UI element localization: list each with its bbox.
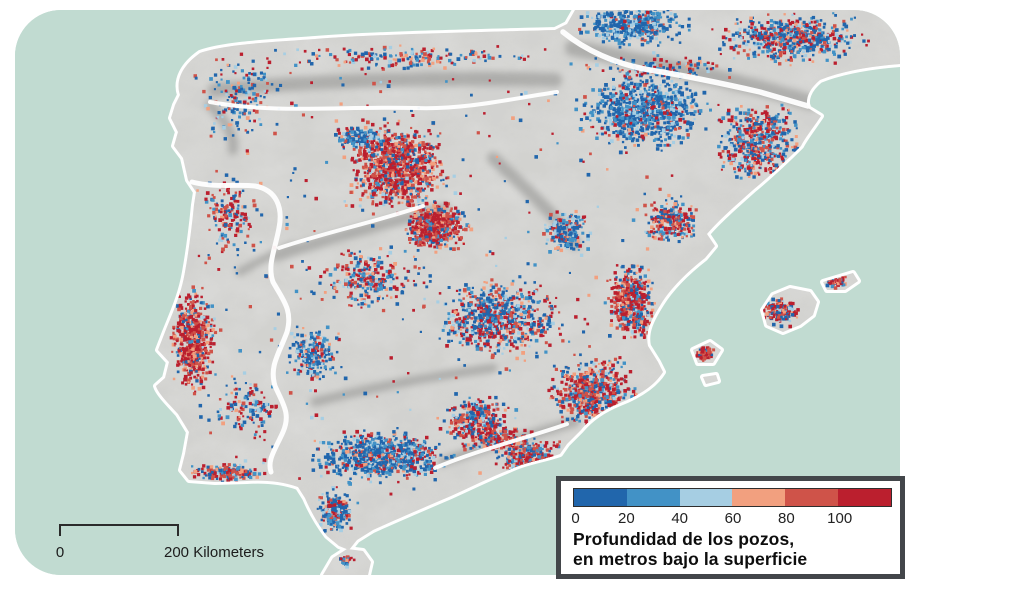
well-dots-layer xyxy=(169,10,870,569)
legend-title: Profundidad de los pozos, en metros bajo… xyxy=(573,529,890,569)
scale-bar-bracket xyxy=(59,524,179,536)
scale-bar: 0 200 Kilometers xyxy=(56,524,264,561)
scale-bar-end: 200 Kilometers xyxy=(164,544,264,561)
legend-swatch-5 xyxy=(838,489,891,506)
boundary-lines xyxy=(189,29,811,475)
boundary-guadalquivir xyxy=(433,422,569,470)
boundary-cantabrian-divide xyxy=(208,90,559,111)
border-pyrenees xyxy=(560,29,811,109)
legend-tick-row: 0 20 40 60 80 100 xyxy=(571,509,893,528)
iberia-well-depth-map: 0 200 Kilometers xyxy=(15,10,900,575)
legend-tick-label: 40 xyxy=(671,510,688,527)
legend-tick-label: 0 xyxy=(571,510,580,527)
legend-swatch-4 xyxy=(785,489,839,506)
ridge-sierra-morena xyxy=(310,363,498,407)
legend-swatch-0 xyxy=(574,489,627,506)
ridge-galicia xyxy=(205,100,239,155)
scale-bar-start: 0 xyxy=(56,544,64,561)
legend-tick-label: 100 xyxy=(827,510,853,527)
legend-swatch-1 xyxy=(626,489,680,506)
border-portugal xyxy=(189,179,292,475)
legend-tick-label: 20 xyxy=(617,510,635,527)
map-panel: 0 200 Kilometers xyxy=(15,10,900,575)
ridge-estrela xyxy=(236,242,297,276)
legend-color-ramp xyxy=(573,488,892,507)
legend-title-line2: en metros bajo la superficie xyxy=(573,549,808,569)
legend: 0 20 40 60 80 100 Profundidad de los pozos, e… xyxy=(556,476,905,579)
legend-swatch-3 xyxy=(732,489,786,506)
boundary-duero-tajo xyxy=(277,204,425,250)
legend-title-line1: Profundidad de los pozos, xyxy=(573,529,795,549)
legend-swatch-2 xyxy=(679,489,733,506)
legend-tick-label: 60 xyxy=(724,510,742,527)
legend-tick-label: 80 xyxy=(777,510,795,527)
